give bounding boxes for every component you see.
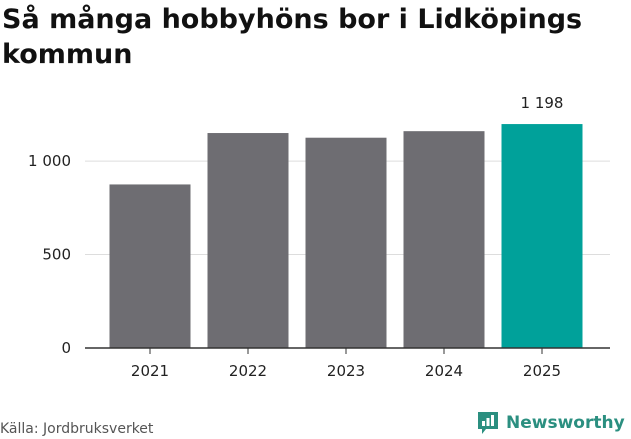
y-tick-label: 0 bbox=[61, 339, 71, 357]
y-tick-label: 1 000 bbox=[28, 152, 71, 170]
x-tick-label: 2022 bbox=[229, 362, 267, 380]
brand-name: Newsworthy bbox=[506, 413, 625, 433]
newsworthy-brand: Newsworthy bbox=[476, 408, 625, 438]
data-label-2025: 1 198 bbox=[521, 94, 564, 112]
chart-title: Så många hobbyhöns bor i Lidköpings komm… bbox=[2, 4, 583, 70]
bar-2022 bbox=[207, 133, 289, 348]
bar-2023 bbox=[305, 137, 387, 348]
y-tick-label: 500 bbox=[42, 246, 71, 264]
x-tick-label: 2023 bbox=[327, 362, 365, 380]
newsworthy-logo-icon bbox=[478, 412, 498, 434]
bar-2021 bbox=[109, 184, 191, 348]
source-note: Källa: Jordbruksverket bbox=[0, 421, 154, 437]
x-tick-label: 2021 bbox=[131, 362, 169, 380]
bar-2025 bbox=[501, 124, 583, 348]
x-tick-label: 2025 bbox=[523, 362, 561, 380]
x-tick-label: 2024 bbox=[425, 362, 463, 380]
y-axis-ticks: 0 500 1 000 bbox=[28, 152, 71, 357]
x-axis-ticks: 2021 2022 2023 2024 2025 bbox=[131, 348, 561, 380]
bar-2024 bbox=[403, 131, 485, 348]
bars bbox=[109, 124, 583, 348]
data-labels: 1 198 bbox=[521, 94, 564, 112]
